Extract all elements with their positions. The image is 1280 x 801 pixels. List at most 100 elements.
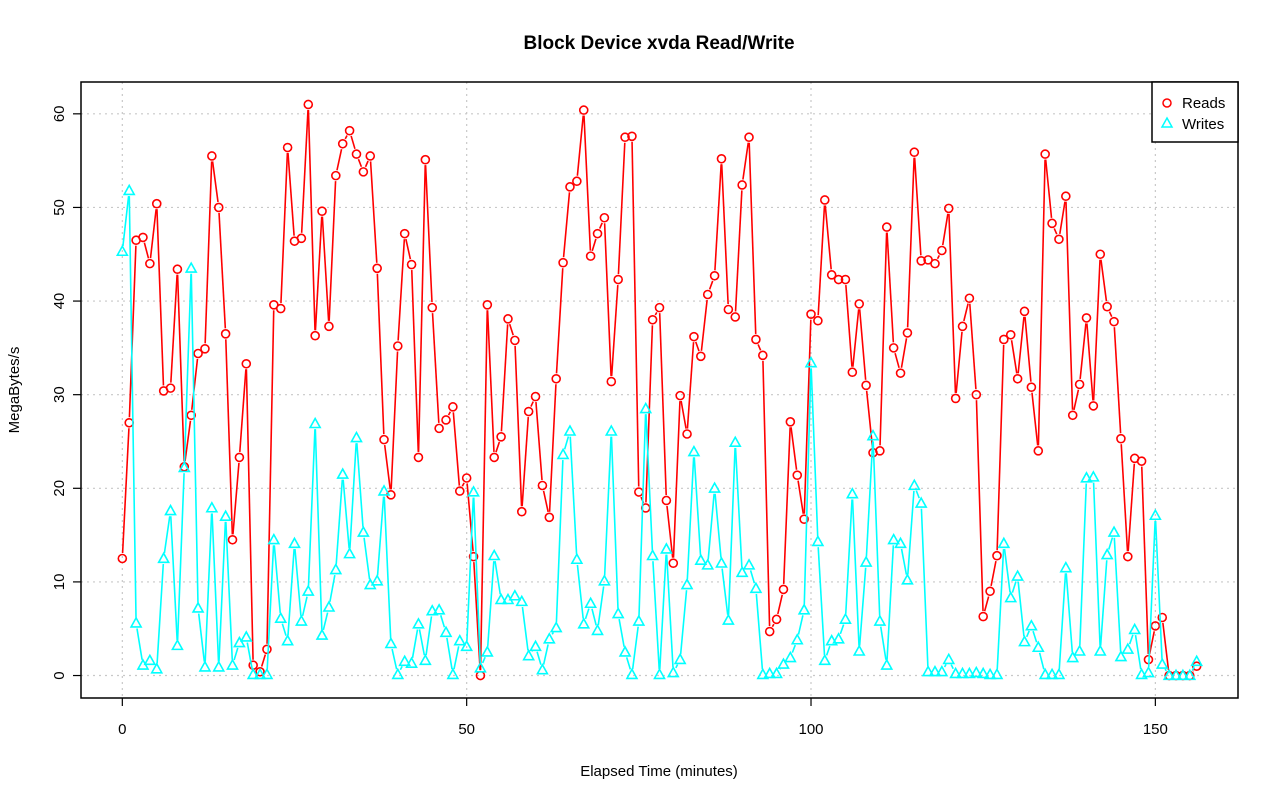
series-segment bbox=[156, 563, 165, 664]
series-segment bbox=[555, 460, 564, 623]
series-segment bbox=[845, 284, 853, 367]
data-point-reads bbox=[1074, 379, 1085, 390]
series-segment bbox=[844, 499, 853, 614]
series-segment bbox=[727, 447, 736, 615]
data-point-writes bbox=[288, 536, 301, 549]
data-point-reads bbox=[613, 274, 623, 285]
data-point-reads bbox=[744, 132, 754, 143]
series-segment bbox=[969, 303, 977, 390]
data-point-reads bbox=[606, 376, 617, 387]
data-point-writes bbox=[439, 625, 453, 638]
series-segment bbox=[314, 429, 323, 630]
data-point-reads bbox=[503, 314, 513, 324]
data-point-reads bbox=[151, 198, 162, 209]
data-point-writes bbox=[873, 614, 887, 626]
series-segment bbox=[542, 644, 549, 665]
data-point-writes bbox=[246, 667, 260, 680]
series-segment bbox=[281, 623, 287, 636]
data-point-writes bbox=[591, 623, 604, 636]
data-point-writes bbox=[694, 553, 708, 565]
series-segment bbox=[658, 313, 667, 496]
data-point-reads bbox=[1033, 446, 1044, 456]
series-segment bbox=[879, 232, 888, 446]
data-point-writes bbox=[391, 667, 405, 680]
data-point-writes bbox=[446, 667, 460, 680]
data-point-writes bbox=[756, 667, 770, 680]
series-segment bbox=[170, 274, 178, 383]
series-segment bbox=[356, 443, 364, 527]
data-point-writes bbox=[191, 601, 205, 613]
series-segment bbox=[314, 216, 323, 331]
data-point-reads bbox=[372, 263, 382, 274]
series-segment bbox=[936, 255, 941, 260]
data-point-writes bbox=[777, 657, 790, 669]
data-point-reads bbox=[434, 423, 444, 434]
series-segment bbox=[886, 232, 895, 343]
data-point-reads bbox=[840, 274, 851, 285]
data-point-writes bbox=[728, 435, 742, 448]
series-segment bbox=[941, 213, 949, 246]
data-point-reads bbox=[392, 341, 403, 351]
series-segment bbox=[357, 158, 363, 168]
series-segment bbox=[797, 480, 805, 514]
data-point-writes bbox=[701, 558, 715, 570]
series-segment bbox=[694, 341, 700, 352]
data-point-writes bbox=[212, 660, 226, 672]
series-segment bbox=[666, 505, 674, 558]
data-point-writes bbox=[570, 552, 584, 565]
data-point-writes bbox=[412, 617, 425, 629]
data-point-writes bbox=[1052, 667, 1066, 680]
y-tick-label: 20 bbox=[51, 480, 68, 497]
data-point-reads bbox=[441, 415, 451, 425]
y-tick-label: 50 bbox=[51, 199, 68, 216]
series-segment bbox=[191, 358, 199, 410]
data-point-writes bbox=[377, 484, 391, 496]
data-point-writes bbox=[1190, 654, 1204, 667]
series-segment bbox=[218, 212, 227, 329]
data-point-reads bbox=[578, 105, 589, 115]
data-point-reads bbox=[420, 154, 431, 165]
series-segment bbox=[1031, 392, 1039, 446]
data-point-writes bbox=[749, 581, 763, 594]
data-point-reads bbox=[200, 344, 210, 354]
series-reads bbox=[117, 99, 1202, 681]
y-axis-ticks: 0 10 20 30 40 50 60 bbox=[51, 105, 81, 680]
data-point-reads bbox=[943, 203, 954, 214]
x-tick-label: 0 bbox=[118, 721, 126, 738]
data-point-writes bbox=[122, 183, 136, 196]
data-point-writes bbox=[956, 666, 969, 679]
data-point-writes bbox=[322, 600, 336, 612]
series-segment bbox=[280, 152, 289, 304]
data-point-reads bbox=[516, 506, 527, 517]
data-point-writes bbox=[487, 548, 501, 561]
data-point-writes bbox=[990, 667, 1004, 680]
data-point-writes bbox=[639, 401, 653, 414]
chart-title: Block Device xvda Read/Write bbox=[523, 33, 794, 54]
data-point-writes bbox=[508, 589, 522, 601]
data-point-reads bbox=[847, 367, 858, 378]
data-point-writes bbox=[370, 574, 384, 586]
data-point-writes bbox=[384, 636, 398, 649]
data-point-reads bbox=[227, 534, 238, 545]
data-point-reads bbox=[117, 553, 128, 564]
series-segment bbox=[383, 496, 392, 639]
series-segment bbox=[652, 561, 660, 670]
data-point-reads bbox=[565, 182, 575, 192]
data-point-writes bbox=[184, 261, 198, 273]
series-segment bbox=[631, 626, 639, 670]
series-segment bbox=[425, 616, 433, 656]
data-point-reads bbox=[213, 202, 224, 213]
data-point-writes bbox=[1087, 470, 1100, 482]
data-point-reads bbox=[207, 151, 217, 161]
data-point-writes bbox=[942, 652, 956, 665]
series-segment bbox=[1053, 228, 1058, 235]
y-tick-label: 10 bbox=[51, 574, 68, 591]
legend-box bbox=[1151, 81, 1239, 143]
data-point-writes bbox=[742, 558, 756, 570]
data-point-writes bbox=[852, 644, 866, 656]
data-point-writes bbox=[549, 620, 563, 633]
data-point-writes bbox=[1073, 644, 1086, 656]
data-point-writes bbox=[425, 604, 439, 616]
data-point-reads bbox=[957, 321, 968, 332]
